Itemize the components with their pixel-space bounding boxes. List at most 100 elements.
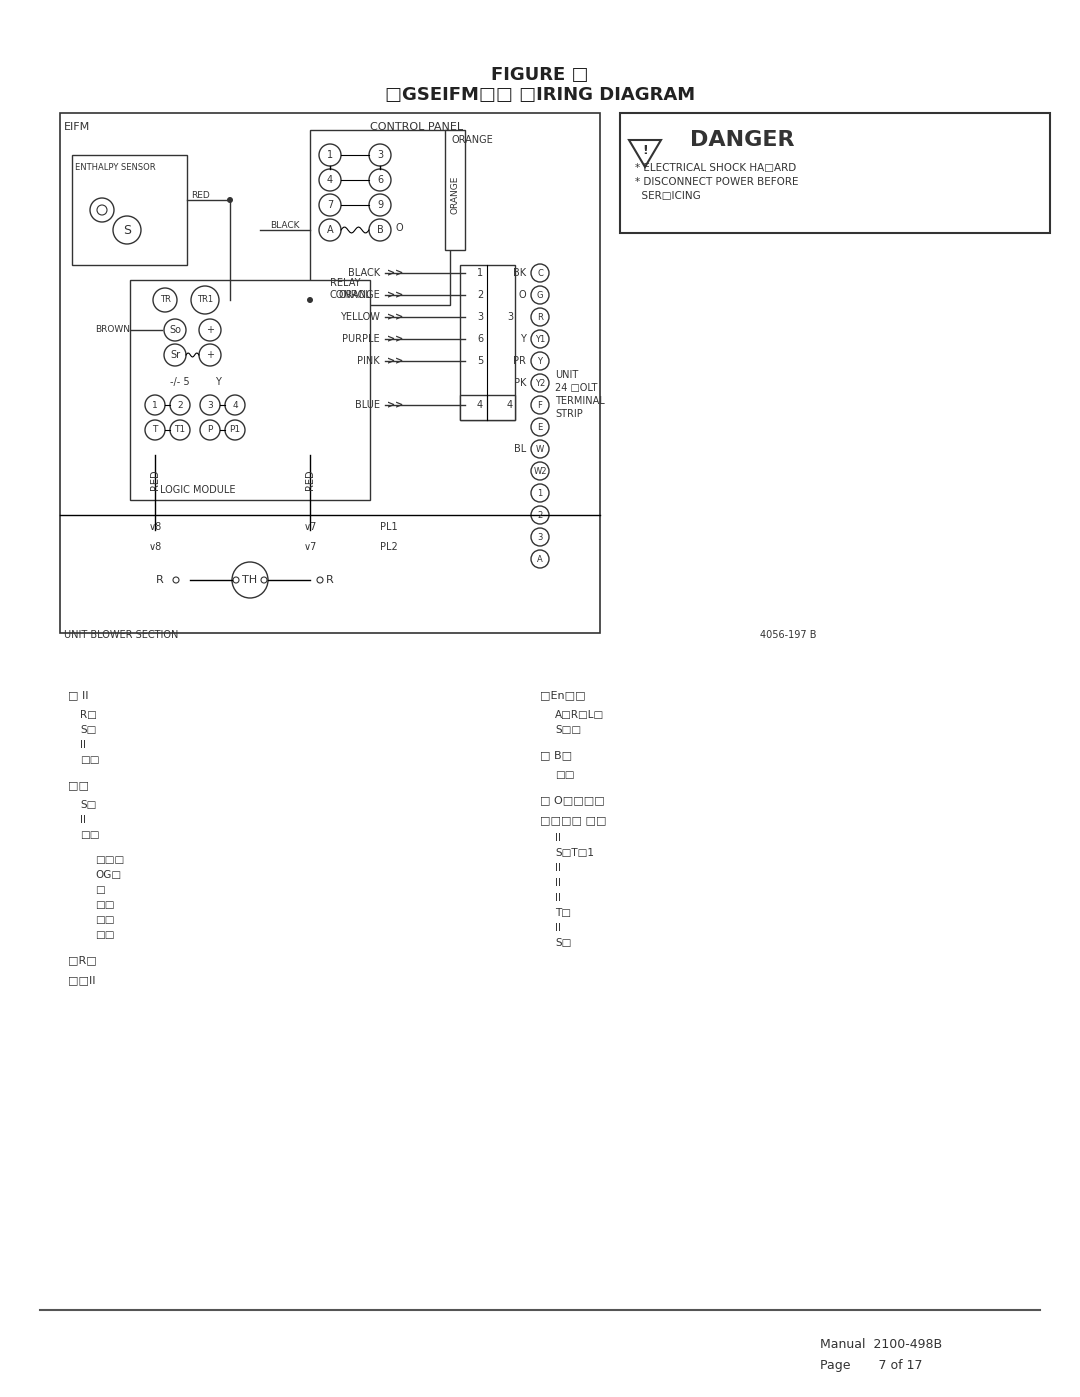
Circle shape — [97, 205, 107, 215]
Text: W: W — [536, 444, 544, 454]
Text: PL1: PL1 — [380, 522, 397, 532]
Text: □□: □□ — [80, 754, 99, 766]
Text: P: P — [207, 426, 213, 434]
Circle shape — [164, 344, 186, 366]
Text: +: + — [206, 351, 214, 360]
Circle shape — [531, 286, 549, 305]
Text: 9: 9 — [377, 200, 383, 210]
Circle shape — [153, 288, 177, 312]
Text: UNIT BLOWER SECTION: UNIT BLOWER SECTION — [64, 630, 178, 640]
Text: PK: PK — [514, 379, 526, 388]
Text: BL: BL — [514, 444, 526, 454]
Text: YELLOW: YELLOW — [340, 312, 380, 321]
Circle shape — [319, 219, 341, 242]
Text: TR1: TR1 — [197, 296, 213, 305]
Text: R: R — [326, 576, 334, 585]
Text: TH: TH — [242, 576, 257, 585]
Bar — [60, 113, 600, 633]
Text: W2: W2 — [534, 467, 546, 475]
Text: RED: RED — [191, 191, 210, 200]
Text: !: ! — [643, 144, 648, 156]
Text: 7: 7 — [327, 200, 333, 210]
Text: □GSEIFM□□ □IRING DIAGRAM: □GSEIFM□□ □IRING DIAGRAM — [384, 87, 696, 103]
Text: S□T□1: S□T□1 — [555, 848, 594, 858]
Text: A: A — [537, 555, 543, 563]
Text: 4: 4 — [477, 400, 483, 409]
Circle shape — [531, 550, 549, 569]
Circle shape — [531, 440, 549, 458]
Text: 1: 1 — [538, 489, 542, 497]
Circle shape — [319, 144, 341, 166]
Text: * ELECTRICAL SHOCK HA□ARD: * ELECTRICAL SHOCK HA□ARD — [635, 163, 796, 173]
Bar — [445, 130, 465, 250]
Text: II: II — [555, 863, 561, 873]
Text: LOGIC MODULE: LOGIC MODULE — [160, 485, 235, 495]
Circle shape — [531, 264, 549, 282]
Circle shape — [531, 352, 549, 370]
Text: R□: R□ — [80, 710, 97, 719]
Text: □ O□□□□: □ O□□□□ — [540, 795, 605, 805]
Text: □□: □□ — [80, 830, 99, 840]
Text: T: T — [152, 426, 158, 434]
Text: O: O — [518, 291, 526, 300]
Text: ∨7: ∨7 — [303, 522, 316, 532]
Circle shape — [225, 420, 245, 440]
Text: 3: 3 — [538, 532, 542, 542]
Text: 3: 3 — [477, 312, 483, 321]
Text: RELAY: RELAY — [330, 278, 361, 288]
Text: II: II — [555, 833, 561, 842]
Circle shape — [233, 577, 239, 583]
Text: A: A — [326, 225, 334, 235]
Text: □□: □□ — [95, 915, 114, 925]
Text: □□: □□ — [95, 930, 114, 940]
Text: -/- 5: -/- 5 — [170, 377, 190, 387]
Text: >>: >> — [387, 312, 403, 321]
Text: 3: 3 — [207, 401, 213, 409]
Circle shape — [369, 219, 391, 242]
Text: P1: P1 — [229, 426, 241, 434]
Bar — [460, 265, 515, 420]
Circle shape — [318, 577, 323, 583]
Text: RED: RED — [150, 469, 160, 490]
Text: C: C — [537, 268, 543, 278]
Text: □□: □□ — [68, 780, 89, 789]
Text: II: II — [555, 923, 561, 933]
Circle shape — [319, 169, 341, 191]
Text: T1: T1 — [175, 426, 186, 434]
Text: 4: 4 — [232, 401, 238, 409]
Circle shape — [531, 395, 549, 414]
Text: □ II: □ II — [68, 690, 89, 700]
Text: EIFM: EIFM — [64, 122, 91, 131]
Text: TR: TR — [160, 296, 171, 305]
Circle shape — [170, 395, 190, 415]
Text: PINK: PINK — [357, 356, 380, 366]
Text: ORANGE: ORANGE — [450, 176, 459, 214]
Text: UNIT: UNIT — [555, 370, 578, 380]
Text: II: II — [555, 877, 561, 888]
Circle shape — [531, 462, 549, 481]
Text: CONTROL PANEL: CONTROL PANEL — [370, 122, 463, 131]
Text: 1: 1 — [327, 149, 333, 161]
Text: BROWN: BROWN — [95, 326, 130, 334]
Text: Page       7 of 17: Page 7 of 17 — [820, 1358, 922, 1372]
Text: PR: PR — [513, 356, 526, 366]
Text: S□: S□ — [80, 800, 96, 810]
Text: CONROL: CONROL — [330, 291, 372, 300]
Circle shape — [369, 144, 391, 166]
Circle shape — [200, 395, 220, 415]
Text: □□: □□ — [95, 900, 114, 909]
Circle shape — [173, 577, 179, 583]
Circle shape — [232, 562, 268, 598]
Text: Y: Y — [521, 334, 526, 344]
Circle shape — [225, 395, 245, 415]
Bar — [130, 279, 370, 500]
Text: BLACK: BLACK — [348, 268, 380, 278]
Circle shape — [307, 298, 313, 303]
Text: □□□□ □□: □□□□ □□ — [540, 814, 607, 826]
Circle shape — [531, 483, 549, 502]
Polygon shape — [629, 140, 661, 168]
Text: * DISCONNECT POWER BEFORE: * DISCONNECT POWER BEFORE — [635, 177, 798, 187]
Text: □ B□: □ B□ — [540, 750, 572, 760]
Text: >>: >> — [387, 400, 403, 409]
Text: ∨7: ∨7 — [303, 542, 316, 552]
